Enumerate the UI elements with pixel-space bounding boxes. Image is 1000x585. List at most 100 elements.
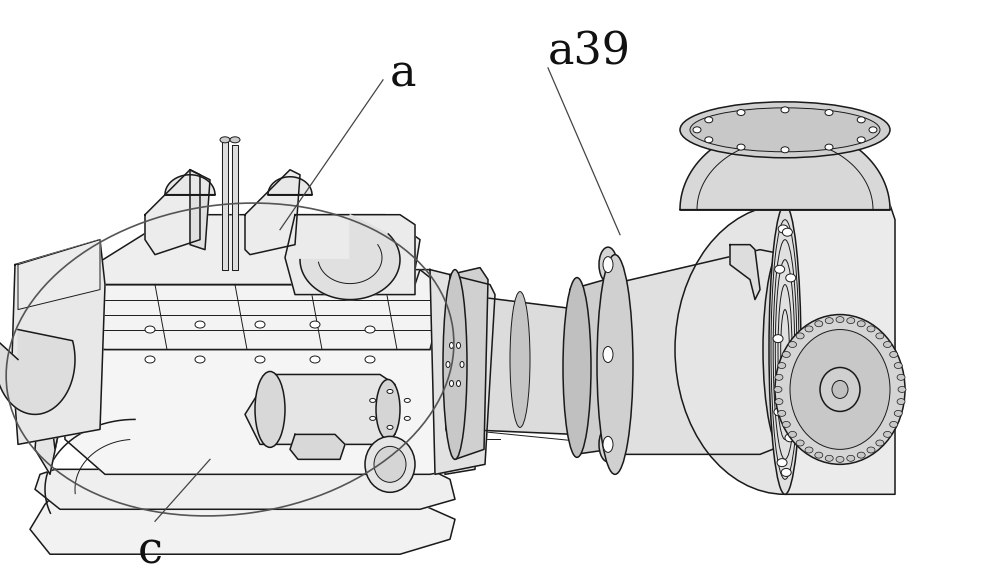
Ellipse shape — [365, 326, 375, 333]
Polygon shape — [570, 280, 615, 455]
Ellipse shape — [680, 102, 890, 158]
Ellipse shape — [782, 352, 790, 357]
Polygon shape — [245, 374, 395, 445]
Ellipse shape — [450, 342, 454, 349]
Ellipse shape — [789, 431, 797, 438]
Ellipse shape — [820, 367, 860, 411]
Ellipse shape — [195, 356, 205, 363]
Ellipse shape — [705, 117, 713, 123]
Ellipse shape — [255, 356, 265, 363]
Ellipse shape — [404, 417, 410, 421]
Ellipse shape — [510, 291, 530, 428]
Ellipse shape — [310, 321, 320, 328]
Ellipse shape — [310, 356, 320, 363]
Text: a39: a39 — [548, 30, 631, 73]
Ellipse shape — [230, 137, 240, 143]
Ellipse shape — [195, 321, 205, 328]
Ellipse shape — [365, 356, 375, 363]
Ellipse shape — [867, 326, 875, 332]
Polygon shape — [145, 170, 200, 254]
Ellipse shape — [825, 144, 833, 150]
Ellipse shape — [832, 380, 848, 398]
Ellipse shape — [857, 452, 865, 458]
Text: c: c — [138, 529, 163, 573]
Polygon shape — [60, 349, 470, 474]
Ellipse shape — [446, 362, 450, 367]
Ellipse shape — [599, 247, 617, 282]
Ellipse shape — [255, 321, 265, 328]
Ellipse shape — [847, 318, 855, 324]
Ellipse shape — [897, 374, 905, 380]
Polygon shape — [680, 125, 890, 209]
Ellipse shape — [781, 107, 789, 113]
Ellipse shape — [781, 469, 791, 476]
Ellipse shape — [890, 421, 898, 428]
Ellipse shape — [786, 274, 796, 282]
Polygon shape — [610, 250, 790, 455]
Ellipse shape — [376, 380, 400, 439]
Polygon shape — [0, 329, 75, 414]
Ellipse shape — [790, 329, 890, 449]
Polygon shape — [446, 267, 488, 459]
Ellipse shape — [774, 408, 784, 416]
Polygon shape — [190, 170, 210, 250]
Ellipse shape — [805, 447, 813, 453]
Ellipse shape — [705, 137, 713, 143]
Polygon shape — [45, 270, 465, 349]
Ellipse shape — [693, 127, 701, 133]
Ellipse shape — [836, 316, 844, 322]
Polygon shape — [430, 270, 495, 474]
Ellipse shape — [737, 144, 745, 150]
Polygon shape — [430, 270, 480, 474]
Ellipse shape — [597, 254, 633, 474]
Polygon shape — [245, 170, 300, 254]
Ellipse shape — [894, 363, 902, 369]
Ellipse shape — [825, 455, 833, 462]
Ellipse shape — [145, 326, 155, 333]
Ellipse shape — [778, 410, 786, 417]
Ellipse shape — [443, 270, 467, 459]
Ellipse shape — [775, 265, 785, 273]
Ellipse shape — [857, 117, 865, 123]
Text: a: a — [390, 52, 416, 95]
Polygon shape — [222, 140, 228, 270]
Ellipse shape — [898, 387, 906, 393]
Ellipse shape — [778, 363, 786, 369]
Polygon shape — [85, 215, 420, 284]
Ellipse shape — [374, 446, 406, 482]
Ellipse shape — [857, 137, 865, 143]
Polygon shape — [300, 215, 400, 300]
Ellipse shape — [603, 257, 613, 273]
Ellipse shape — [603, 346, 613, 363]
Ellipse shape — [867, 447, 875, 453]
Ellipse shape — [456, 380, 460, 387]
Ellipse shape — [836, 456, 844, 462]
Ellipse shape — [563, 278, 591, 457]
Ellipse shape — [456, 342, 460, 349]
Ellipse shape — [460, 362, 464, 367]
Ellipse shape — [775, 398, 783, 405]
Ellipse shape — [370, 417, 376, 421]
Polygon shape — [165, 175, 215, 195]
Ellipse shape — [815, 452, 823, 458]
Polygon shape — [35, 309, 80, 474]
Ellipse shape — [876, 333, 884, 339]
Ellipse shape — [599, 427, 617, 462]
Polygon shape — [785, 205, 895, 494]
Ellipse shape — [603, 436, 613, 452]
Polygon shape — [268, 177, 312, 195]
Ellipse shape — [778, 225, 788, 233]
Polygon shape — [50, 284, 85, 449]
Ellipse shape — [365, 436, 415, 493]
Ellipse shape — [781, 147, 789, 153]
Ellipse shape — [796, 333, 804, 339]
Ellipse shape — [769, 205, 801, 494]
Ellipse shape — [897, 398, 905, 405]
Ellipse shape — [857, 321, 865, 327]
Polygon shape — [285, 215, 415, 295]
Ellipse shape — [599, 337, 617, 372]
Ellipse shape — [220, 137, 230, 143]
Ellipse shape — [869, 127, 877, 133]
Polygon shape — [730, 245, 760, 300]
Ellipse shape — [847, 455, 855, 462]
